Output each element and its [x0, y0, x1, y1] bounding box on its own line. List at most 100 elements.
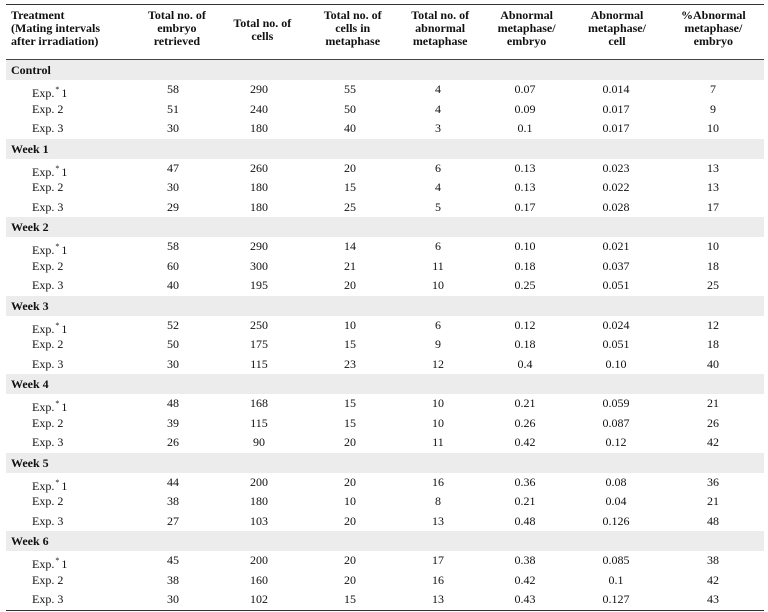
table-cell: 0.024 [602, 317, 630, 332]
row-label: Exp.* 1 [6, 80, 132, 100]
table-cell: 0.07 [514, 82, 536, 96]
table-cell: 6 [435, 160, 441, 175]
exp-number: 1 [61, 400, 68, 414]
footnote-marker: * [55, 556, 60, 565]
row-label: Exp. 3 [6, 276, 132, 296]
table-cell: 30 [167, 121, 179, 135]
table-cell: 195 [250, 278, 268, 292]
exp-prefix: Exp. [32, 321, 55, 336]
table-cell: 180 [250, 494, 268, 508]
table-cell: 7 [710, 82, 716, 96]
table-cell: 26 [167, 435, 179, 449]
exp-prefix: Exp. [32, 494, 55, 508]
header-line: Total no. of [233, 16, 292, 30]
table-cell: 4 [435, 180, 441, 194]
table-cell: 0.13 [514, 180, 536, 194]
exp-prefix: Exp. [32, 121, 55, 135]
table-cell: 48 [167, 396, 179, 410]
table-cell: 40 [344, 121, 356, 135]
header-line: cells in [335, 21, 371, 35]
table-cell: 15 [344, 337, 356, 351]
exp-number: 3 [57, 356, 64, 371]
table-cell: 0.085 [602, 553, 630, 567]
table-cell: 0.12 [514, 317, 536, 332]
table-cell: 48 [707, 513, 719, 528]
table-row: Exp.* 1 52 250 10 6 0.12 0.024 12 [6, 316, 764, 336]
table-cell: 52 [167, 317, 179, 332]
table-cell: 290 [250, 82, 268, 96]
table-row: Exp. 2 60 300 21 11 0.18 0.037 18 [6, 257, 764, 277]
table-cell: 0.059 [602, 396, 630, 410]
table-cell: 0.127 [602, 592, 630, 606]
header-line: (Mating intervals [11, 21, 100, 35]
header-line: Total no. of [323, 8, 382, 22]
table-cell: 102 [250, 592, 268, 606]
table-cell: 0.21 [514, 494, 536, 508]
table-cell: 115 [250, 415, 268, 430]
exp-prefix: Exp. [32, 101, 55, 116]
exp-number: 1 [61, 164, 68, 179]
exp-prefix: Exp. [32, 435, 55, 449]
table-row: Exp. 3 26 90 20 11 0.42 0.12 42 [6, 433, 764, 453]
table-cell: 13 [707, 180, 719, 194]
table-cell: 42 [707, 435, 719, 449]
exp-number: 2 [57, 415, 64, 430]
exp-number: 3 [57, 592, 64, 606]
exp-prefix: Exp. [32, 478, 55, 493]
table-cell: 20 [344, 278, 356, 292]
table-cell: 9 [435, 337, 441, 351]
row-label: Exp.* 1 [6, 316, 132, 336]
header-total-cells: Total no. of cells [218, 5, 307, 59]
header-line: metaphase/ [587, 21, 646, 35]
table-cell: 0.017 [602, 101, 630, 116]
row-label: Exp. 3 [6, 119, 132, 139]
exp-prefix: Exp. [32, 400, 55, 414]
header-line: Total no. of [147, 8, 206, 22]
table-cell: 39 [167, 415, 179, 430]
header-line: Abnormal [500, 8, 553, 22]
table-row: Exp. 2 39 115 15 10 0.26 0.087 26 [6, 414, 764, 434]
table-cell: 0.42 [514, 435, 536, 449]
table-cell: 0.08 [605, 474, 627, 489]
table-cell: 0.037 [602, 258, 630, 273]
table-cell: 103 [250, 513, 268, 528]
table-cell: 18 [707, 337, 719, 351]
footnote-marker: * [55, 85, 60, 94]
header-line: Total no. of [411, 8, 470, 22]
table-cell: 200 [250, 553, 268, 567]
table-cell: 23 [344, 356, 356, 371]
row-label: Exp. 3 [6, 433, 132, 453]
table-cell: 5 [435, 199, 441, 214]
row-label: Exp. 3 [6, 355, 132, 375]
table-cell: 20 [344, 553, 356, 567]
exp-number: 3 [57, 199, 64, 214]
table-row: Exp. 3 30 102 15 13 0.43 0.127 43 [6, 590, 764, 610]
table-row: Exp. 3 27 103 20 13 0.48 0.126 48 [6, 512, 764, 532]
table-cell: 0.014 [602, 82, 630, 96]
exp-prefix: Exp. [32, 513, 55, 528]
table-cell: 14 [344, 239, 356, 253]
table-cell: 44 [167, 474, 179, 489]
table-cell: 50 [344, 101, 356, 116]
table-cell: 0.022 [602, 180, 630, 194]
row-label: Exp. 2 [6, 571, 132, 591]
table-cell: 30 [167, 356, 179, 371]
table-cell: 4 [435, 82, 441, 96]
footnote-marker: * [55, 477, 60, 487]
table-cell: 15 [344, 396, 356, 410]
table-cell: 240 [250, 101, 268, 116]
header-line: cells [251, 29, 274, 43]
table-cell: 115 [250, 356, 268, 371]
table-cell: 0.42 [514, 572, 536, 587]
table-cell: 58 [167, 82, 179, 96]
table-row: Exp. 3 29 180 25 5 0.17 0.028 17 [6, 198, 764, 218]
table-cell: 10 [432, 415, 444, 430]
exp-number: 1 [61, 243, 68, 257]
table-cell: 0.017 [602, 121, 630, 135]
table-row: Exp.* 1 45 200 20 17 0.38 0.085 38 [6, 551, 764, 571]
table-cell: 16 [432, 474, 444, 489]
header-abnormal-per-embryo: Abnormal metaphase/embryo [482, 5, 571, 59]
table-cell: 38 [707, 553, 719, 567]
table-cell: 0.43 [514, 592, 536, 606]
table-cell: 250 [250, 317, 268, 332]
